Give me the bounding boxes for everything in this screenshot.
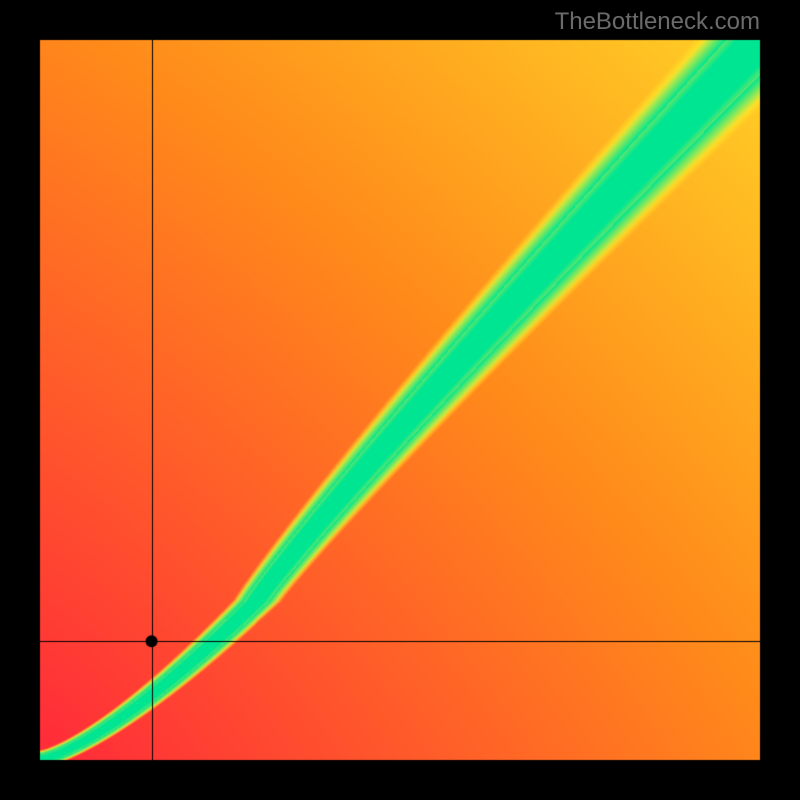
watermark-text: TheBottleneck.com xyxy=(555,8,760,36)
bottleneck-heatmap xyxy=(0,0,800,800)
chart-container: TheBottleneck.com xyxy=(0,0,800,800)
